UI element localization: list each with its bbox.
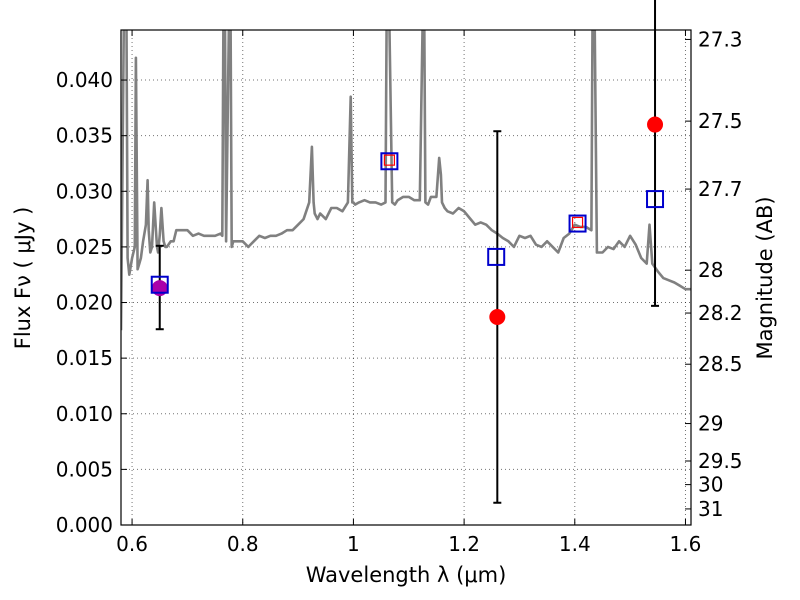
x-tick-label: 0.8 xyxy=(227,532,259,556)
model-square xyxy=(646,190,665,209)
mag-tick-label: 27.7 xyxy=(698,177,743,201)
y-tick-label: 0.035 xyxy=(56,124,113,148)
x-tick-label: 1.6 xyxy=(670,532,702,556)
error-bars xyxy=(150,0,665,504)
observed-point xyxy=(489,308,506,325)
model-square xyxy=(150,275,169,294)
mag-tick-label: 29 xyxy=(698,412,723,436)
y-axis-title: Flux Fν ( μJy ) xyxy=(11,207,35,350)
axes-ticks: 0.6 0.8 1 1.2 1.4 1.6 0.000 0.005 0.010 0.015 0.02… xyxy=(56,27,743,556)
x-tick-label: 1 xyxy=(347,532,360,556)
observed-inner-square xyxy=(571,216,584,229)
mag-tick-label: 30 xyxy=(698,473,723,497)
mag-tick-label: 31 xyxy=(698,497,723,521)
y-tick-label: 0.040 xyxy=(56,68,113,92)
model-square xyxy=(380,152,399,171)
model-square xyxy=(487,247,506,266)
x-axis-title: Wavelength λ (μm) xyxy=(306,563,507,587)
y2-axis-title: Magnitude (AB) xyxy=(753,196,777,359)
x-tick-label: 1.2 xyxy=(448,532,480,556)
y-tick-label: 0.000 xyxy=(56,513,113,537)
x-tick-label: 0.6 xyxy=(116,532,148,556)
mag-tick-label: 28 xyxy=(698,258,723,282)
mag-tick-label: 27.3 xyxy=(698,27,743,51)
mag-tick-label: 29.5 xyxy=(698,449,743,473)
y-tick-label: 0.020 xyxy=(56,291,113,315)
plot-background xyxy=(121,30,691,525)
mag-tick-label: 28.2 xyxy=(698,301,743,325)
x-tick-label: 1.4 xyxy=(559,532,591,556)
y-tick-label: 0.015 xyxy=(56,346,113,370)
y-tick-label: 0.025 xyxy=(56,235,113,259)
model-square xyxy=(568,214,587,233)
plot-frame xyxy=(120,29,692,526)
y-tick-label: 0.005 xyxy=(56,457,113,481)
mag-tick-label: 27.5 xyxy=(698,109,743,133)
observed-inner-square xyxy=(383,154,395,166)
y-tick-label: 0.030 xyxy=(56,179,113,203)
mag-tick-label: 28.5 xyxy=(698,352,743,376)
y-tick-label: 0.010 xyxy=(56,402,113,426)
observed-point xyxy=(647,116,664,133)
